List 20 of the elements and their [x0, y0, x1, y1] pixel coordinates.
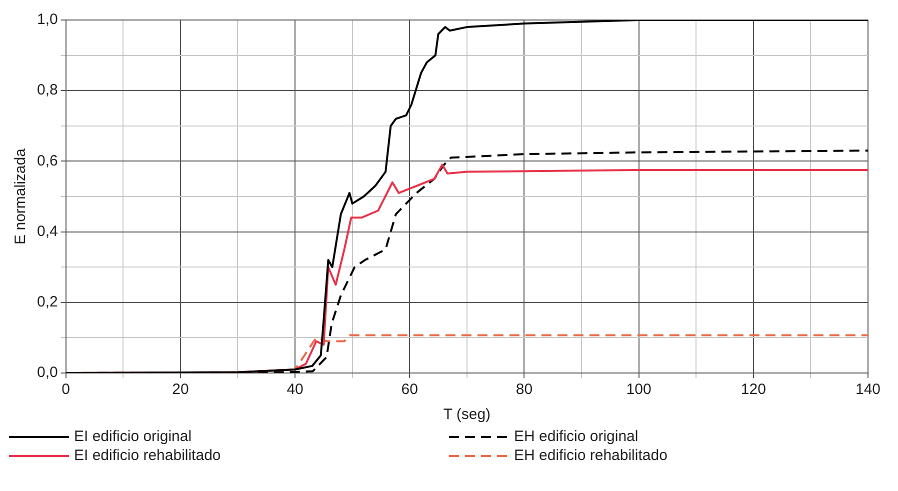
y-axis-title: E normalizada	[12, 148, 30, 244]
x-tick-label: 140	[855, 381, 881, 398]
y-tick-label: 1,0	[36, 11, 58, 28]
y-tick-label: 0,6	[36, 152, 58, 170]
legend-label: EI edificio original	[74, 428, 192, 445]
x-tick-label: 80	[516, 381, 533, 398]
y-tick-label: 0,8	[36, 82, 58, 99]
legend-label: EH edificio rehabilitado	[514, 447, 668, 464]
x-tick-label: 0	[62, 381, 70, 398]
x-tick-label: 40	[286, 381, 304, 398]
y-tick-label: 0,0	[36, 364, 58, 382]
x-tick-label: 120	[740, 381, 766, 398]
y-tick-label: 0,2	[36, 294, 58, 311]
legend-label: EH edificio original	[514, 428, 638, 445]
x-tick-label: 100	[626, 381, 652, 398]
x-axis-title: T (seg)	[443, 406, 491, 424]
legend-label: EI edificio rehabilitado	[74, 447, 221, 464]
y-tick-label: 0,4	[36, 222, 58, 240]
x-tick-label: 60	[401, 381, 418, 398]
x-tick-label: 20	[172, 381, 189, 398]
